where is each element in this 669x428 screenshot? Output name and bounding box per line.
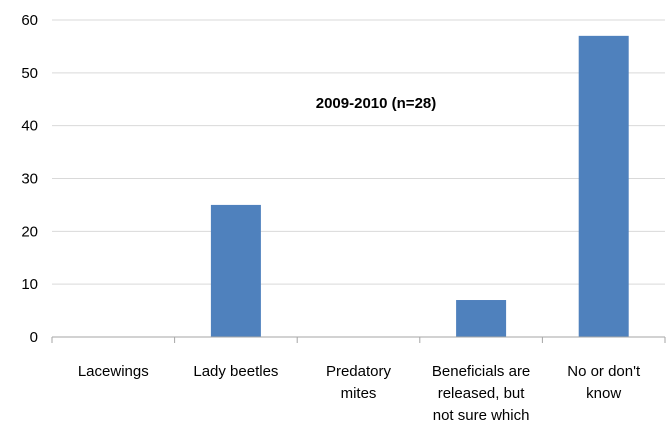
bar: [578, 35, 629, 337]
gridlines: [52, 19, 665, 285]
x-category-label: No or don't know: [567, 363, 641, 402]
y-tick-label: 30: [21, 171, 38, 188]
y-tick-label: 60: [21, 12, 38, 29]
x-axis-labels: Lacewings Lady beetles Predatory mites Benef…: [78, 363, 641, 424]
x-category-label: Lacewings: [78, 363, 149, 380]
x-category-label: Beneficials are released, but not sure whi…: [432, 363, 530, 424]
y-tick-label: 10: [21, 276, 38, 293]
y-tick-label: 40: [21, 118, 38, 135]
x-axis: [51, 336, 666, 343]
bar: [456, 300, 507, 337]
x-category-label: Predatory mites: [326, 363, 392, 402]
bars: [210, 35, 629, 337]
bar: [210, 204, 261, 337]
y-axis-ticks: 0 10 20 30 40 50 60: [21, 12, 38, 346]
chart-title: 2009-2010 (n=28): [316, 95, 437, 112]
y-tick-label: 50: [21, 65, 38, 82]
y-tick-label: 20: [21, 223, 38, 240]
y-tick-label: 0: [30, 329, 38, 346]
x-category-label: Lady beetles: [193, 363, 278, 380]
